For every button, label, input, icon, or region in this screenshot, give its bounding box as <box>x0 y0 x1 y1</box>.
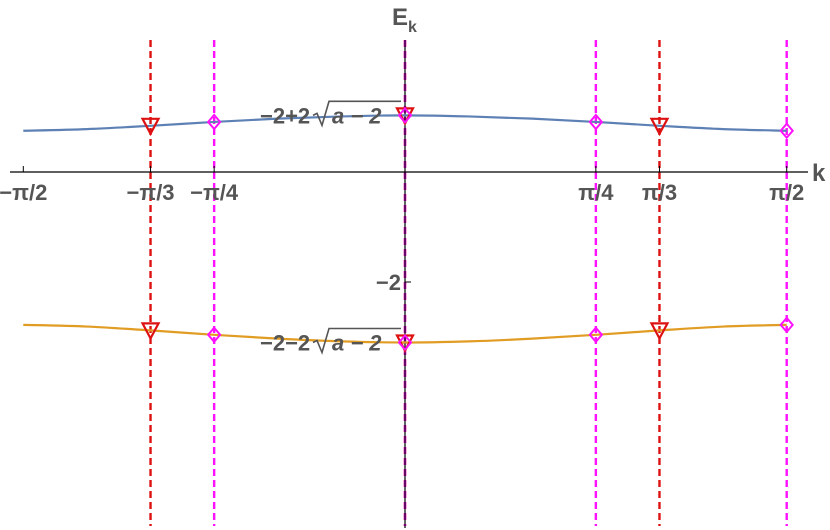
series-line-0 <box>23 114 787 132</box>
sqrt-symbol-0 <box>312 100 401 128</box>
x-tick-label-3: π/4 <box>578 180 614 205</box>
y-tick-label-0: −2 <box>376 270 401 295</box>
vertical-dashed-lines <box>149 40 788 526</box>
tick-marks-and-labels: −π/2 −π/3 −π/4 π/4 π/3 π/2 −2 <box>0 166 804 295</box>
x-tick-label-5: π/2 <box>769 180 804 205</box>
marker-triangle-5 <box>649 322 670 341</box>
annotation-0: −2+2 a − 2 <box>260 100 401 128</box>
marker-triangle-0 <box>140 117 161 137</box>
x-tick-label-2: −π/4 <box>190 180 239 205</box>
sqrt-symbol-1 <box>312 327 401 355</box>
marker-diamond-6 <box>206 113 222 131</box>
annotations: −2+2 a − 2 −2−2 a − 2 <box>260 100 401 356</box>
x-tick-label-1: −π/3 <box>127 180 175 205</box>
series-line-1 <box>23 323 787 344</box>
series-curves <box>23 114 787 344</box>
marker-diamond-8 <box>397 106 413 124</box>
data-markers <box>140 106 795 353</box>
annotation-prefix-0: −2+2 <box>260 103 310 128</box>
marker-triangle-1 <box>140 322 161 341</box>
x-axis-label: k <box>812 160 826 187</box>
y-axis-label-sub: k <box>408 19 417 36</box>
marker-diamond-10 <box>588 113 604 131</box>
x-tick-label-4: π/3 <box>642 180 677 205</box>
marker-diamond-9 <box>397 333 413 352</box>
marker-diamond-12 <box>779 122 795 140</box>
annotation-prefix-1: −2−2 <box>260 331 310 356</box>
x-tick-label-0: −π/2 <box>0 180 47 205</box>
marker-diamond-13 <box>779 316 795 334</box>
annotation-radicand-0: a − 2 <box>332 103 382 128</box>
y-axis-label: Ek <box>392 4 417 36</box>
marker-diamond-11 <box>588 326 604 344</box>
axes: k Ek <box>10 4 826 528</box>
y-axis-label-main: E <box>392 4 408 31</box>
annotation-1: −2−2 a − 2 <box>260 327 401 356</box>
annotation-radicand-1: a − 2 <box>332 331 382 356</box>
marker-diamond-7 <box>206 326 222 344</box>
marker-triangle-4 <box>649 117 670 137</box>
